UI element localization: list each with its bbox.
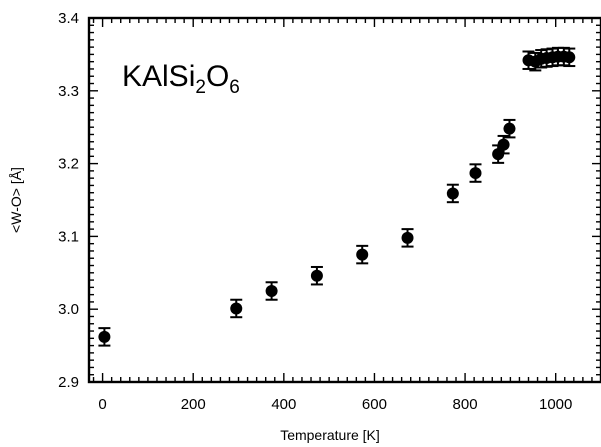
x-tick-label: 600 bbox=[362, 396, 387, 413]
data-point bbox=[230, 298, 243, 319]
y-tick-label: 2.9 bbox=[58, 374, 79, 391]
point-marker bbox=[503, 122, 516, 135]
x-axis-title: Temperature [K] bbox=[280, 427, 380, 443]
data-point bbox=[469, 163, 482, 183]
plot-frame bbox=[87, 16, 601, 384]
chart-title-subscript: 2 bbox=[195, 77, 206, 98]
data-point bbox=[401, 228, 414, 248]
point-marker bbox=[230, 302, 243, 315]
point-marker bbox=[401, 231, 414, 244]
y-tick-label: 3.1 bbox=[58, 228, 79, 245]
chart-title-subscript: 6 bbox=[229, 77, 240, 98]
x-tick-label: 800 bbox=[453, 396, 478, 413]
point-marker bbox=[497, 138, 510, 151]
y-tick-label: 3.0 bbox=[58, 301, 79, 318]
y-tick-label: 3.3 bbox=[58, 83, 79, 100]
y-axis-title: <W-O> [Å] bbox=[8, 167, 24, 233]
point-marker bbox=[563, 51, 576, 64]
chart-title-part: KAlSi bbox=[122, 60, 195, 93]
data-points bbox=[98, 46, 576, 347]
data-point bbox=[497, 134, 510, 155]
x-tick-label: 1000 bbox=[539, 396, 572, 413]
point-marker bbox=[446, 187, 459, 200]
point-marker bbox=[265, 285, 278, 297]
data-point bbox=[356, 244, 369, 265]
point-marker bbox=[310, 269, 323, 282]
chart-title: KAlSi2O6 bbox=[122, 60, 240, 98]
x-tick-label: 200 bbox=[181, 396, 206, 413]
data-point bbox=[563, 47, 576, 68]
point-marker bbox=[98, 330, 111, 343]
data-point bbox=[310, 265, 323, 286]
point-marker bbox=[356, 248, 369, 261]
x-tick-label: 0 bbox=[98, 396, 106, 413]
data-point bbox=[503, 118, 516, 139]
y-tick-label: 3.4 bbox=[58, 10, 79, 27]
y-tick-label: 3.2 bbox=[58, 156, 79, 173]
point-marker bbox=[469, 167, 482, 180]
tick-labels-layer: 0 200 400 600 800 1000 2.9 3.0 3.1 3.2 3.3 3.4 bbox=[58, 10, 572, 413]
data-point bbox=[265, 281, 278, 301]
chart-title-part: O bbox=[206, 60, 229, 93]
data-point bbox=[98, 327, 111, 347]
x-tick-label: 400 bbox=[271, 396, 296, 413]
data-point bbox=[446, 183, 459, 204]
